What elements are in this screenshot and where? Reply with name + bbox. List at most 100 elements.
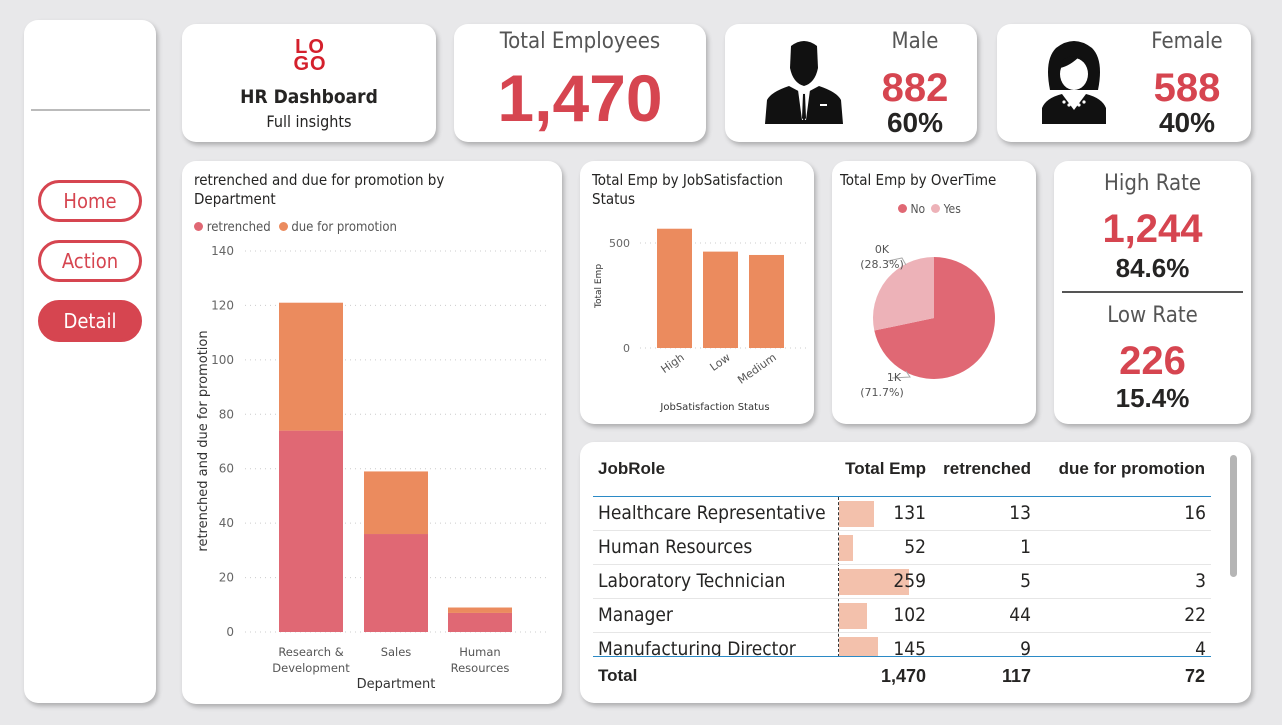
column-header-due-promotion[interactable]: due for promotion (1058, 459, 1205, 478)
table-scrollbar[interactable] (1230, 455, 1237, 577)
y-tick-label: 100 (211, 353, 234, 367)
footer-divider (593, 656, 1211, 657)
legend-item-retrenched[interactable]: retrenched (194, 220, 271, 235)
bar-low (703, 251, 738, 348)
legend-item-no[interactable]: No (898, 202, 925, 216)
total-row-due-promotion: 72 (1184, 666, 1205, 686)
cell-jobrole: Manufacturing Director (598, 638, 796, 657)
rate-divider (1062, 291, 1243, 293)
overtime-legend: No Yes (898, 202, 961, 216)
data-label: (71.7%) (860, 386, 904, 399)
department-stacked-bar-chart: 0 20 40 60 80 100 120 140 Research & Development S… (196, 244, 550, 692)
cell-due-promotion: 22 (1184, 604, 1206, 626)
x-tick-label: Resources (451, 661, 510, 675)
table-row[interactable]: Laboratory Technician 259 5 3 (593, 565, 1211, 599)
y-tick-label: 120 (211, 298, 234, 312)
male-card: Male 882 60% (725, 24, 977, 142)
total-emp-databar (839, 535, 854, 561)
y-tick-label: 140 (211, 244, 234, 258)
bar-due-for-promotion (279, 302, 343, 431)
bar-due-for-promotion (364, 471, 428, 535)
leader-line (891, 370, 911, 379)
table-body: Healthcare Representative 131 13 16 Huma… (593, 497, 1211, 657)
table-row[interactable]: Healthcare Representative 131 13 16 (593, 497, 1211, 531)
y-tick-label: 500 (609, 237, 630, 250)
column-header-retrenched[interactable]: retrenched (943, 459, 1031, 478)
overtime-pie-chart: 0K (28.3%) 1K (71.7%) (860, 243, 995, 399)
y-tick-label: 60 (219, 462, 234, 476)
bar-retrenched (448, 612, 512, 632)
y-tick-label: 80 (219, 407, 234, 421)
nav-home-button[interactable]: Home (38, 180, 142, 222)
department-chart-card: retrenched and due for promotion by Depa… (182, 161, 562, 704)
cell-retrenched: 1 (1020, 536, 1031, 558)
total-employees-value: 1,470 (497, 61, 663, 135)
low-rate-pct: 15.4% (1115, 383, 1190, 413)
title-card: LO GO HR Dashboard Full insights (182, 24, 436, 142)
legend-item-yes[interactable]: Yes (931, 202, 961, 216)
cell-retrenched: 44 (1009, 604, 1031, 626)
y-tick-label: 40 (219, 516, 234, 530)
cell-retrenched: 5 (1020, 570, 1031, 592)
nav-detail-button[interactable]: Detail (38, 300, 142, 342)
legend-item-promotion[interactable]: due for promotion (278, 220, 397, 235)
overtime-chart-title: Total Emp by OverTime (840, 171, 997, 189)
databar-axis (838, 497, 839, 657)
cell-retrenched: 13 (1009, 502, 1031, 524)
jobsatisfaction-bar-chart: 0 500 High Low Medium JobSatisfaction Status T… (594, 228, 806, 413)
jobrole-table-card: JobRole Total Emp retrenched due for pro… (580, 442, 1251, 703)
cell-due-promotion: 3 (1195, 570, 1206, 592)
female-person-icon (1042, 41, 1106, 124)
high-rate-pct: 84.6% (1115, 253, 1190, 283)
sidebar: Home Action Detail (24, 20, 156, 703)
x-tick-label: Research & (278, 645, 343, 659)
data-label: 1K (887, 371, 902, 384)
female-pct: 40% (1158, 107, 1216, 138)
y-tick-label: 0 (623, 342, 630, 355)
table-row[interactable]: Manufacturing Director 145 9 4 (593, 633, 1211, 657)
pie-slice-no (874, 257, 995, 379)
bar-retrenched (364, 534, 428, 632)
total-emp-databar (839, 637, 879, 657)
cell-jobrole: Human Resources (598, 536, 753, 558)
female-card: Female 588 40% (997, 24, 1251, 142)
total-employees-label: Total Employees (499, 29, 661, 54)
total-row-retrenched: 117 (1001, 666, 1031, 686)
cell-due-promotion: 4 (1195, 638, 1206, 657)
nav-action-button[interactable]: Action (38, 240, 142, 282)
column-header-total-emp[interactable]: Total Emp (845, 459, 926, 478)
column-header-jobrole[interactable]: JobRole (598, 459, 666, 478)
x-tick-label: Development (272, 661, 350, 675)
department-chart-title: retrenched and due for promotion by Depa… (194, 171, 445, 208)
low-rate-label: Low Rate (1107, 303, 1198, 328)
low-rate-value: 226 (1119, 339, 1186, 383)
female-value: 588 (1153, 66, 1221, 110)
x-tick-label: Sales (381, 645, 412, 659)
cell-total-emp: 259 (893, 570, 926, 592)
dashboard-subtitle: Full insights (266, 112, 352, 131)
total-employees-card: Total Employees 1,470 (454, 24, 706, 142)
y-tick-label: 20 (219, 571, 234, 585)
table-row[interactable]: Manager 102 44 22 (593, 599, 1211, 633)
male-person-icon (765, 41, 843, 124)
table-row[interactable]: Human Resources 52 1 (593, 531, 1211, 565)
male-pct: 60% (886, 107, 944, 138)
cell-due-promotion: 16 (1184, 502, 1206, 524)
jobsatisfaction-chart-card: Total Emp by JobSatisfaction Status 0 500… (580, 161, 814, 424)
high-rate-value: 1,244 (1102, 207, 1203, 251)
cell-total-emp: 102 (893, 604, 926, 626)
bar-medium (749, 254, 784, 348)
pie-slice-yes (873, 257, 934, 331)
total-row-total-emp: 1,470 (880, 666, 926, 686)
total-emp-databar (839, 603, 867, 629)
bar-due-for-promotion (448, 607, 512, 613)
cell-total-emp: 145 (893, 638, 926, 657)
cell-retrenched: 9 (1020, 638, 1031, 657)
cell-total-emp: 131 (893, 502, 926, 524)
female-label: Female (1151, 29, 1223, 54)
dashboard-title: HR Dashboard (240, 86, 378, 108)
male-label: Male (891, 29, 939, 54)
cell-total-emp: 52 (904, 536, 926, 558)
x-tick-label: High (659, 351, 687, 376)
overtime-chart-card: Total Emp by OverTime No Yes 0K (28.3%) 1K… (832, 161, 1036, 424)
